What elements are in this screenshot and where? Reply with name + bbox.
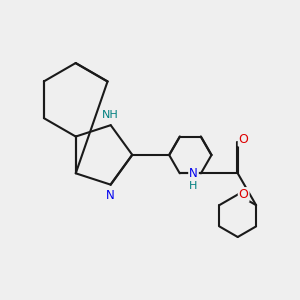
Text: H: H — [189, 181, 198, 191]
Text: NH: NH — [102, 110, 119, 120]
Text: N: N — [189, 167, 198, 180]
Text: O: O — [239, 133, 249, 146]
Text: N: N — [106, 189, 115, 202]
Text: O: O — [239, 188, 249, 201]
